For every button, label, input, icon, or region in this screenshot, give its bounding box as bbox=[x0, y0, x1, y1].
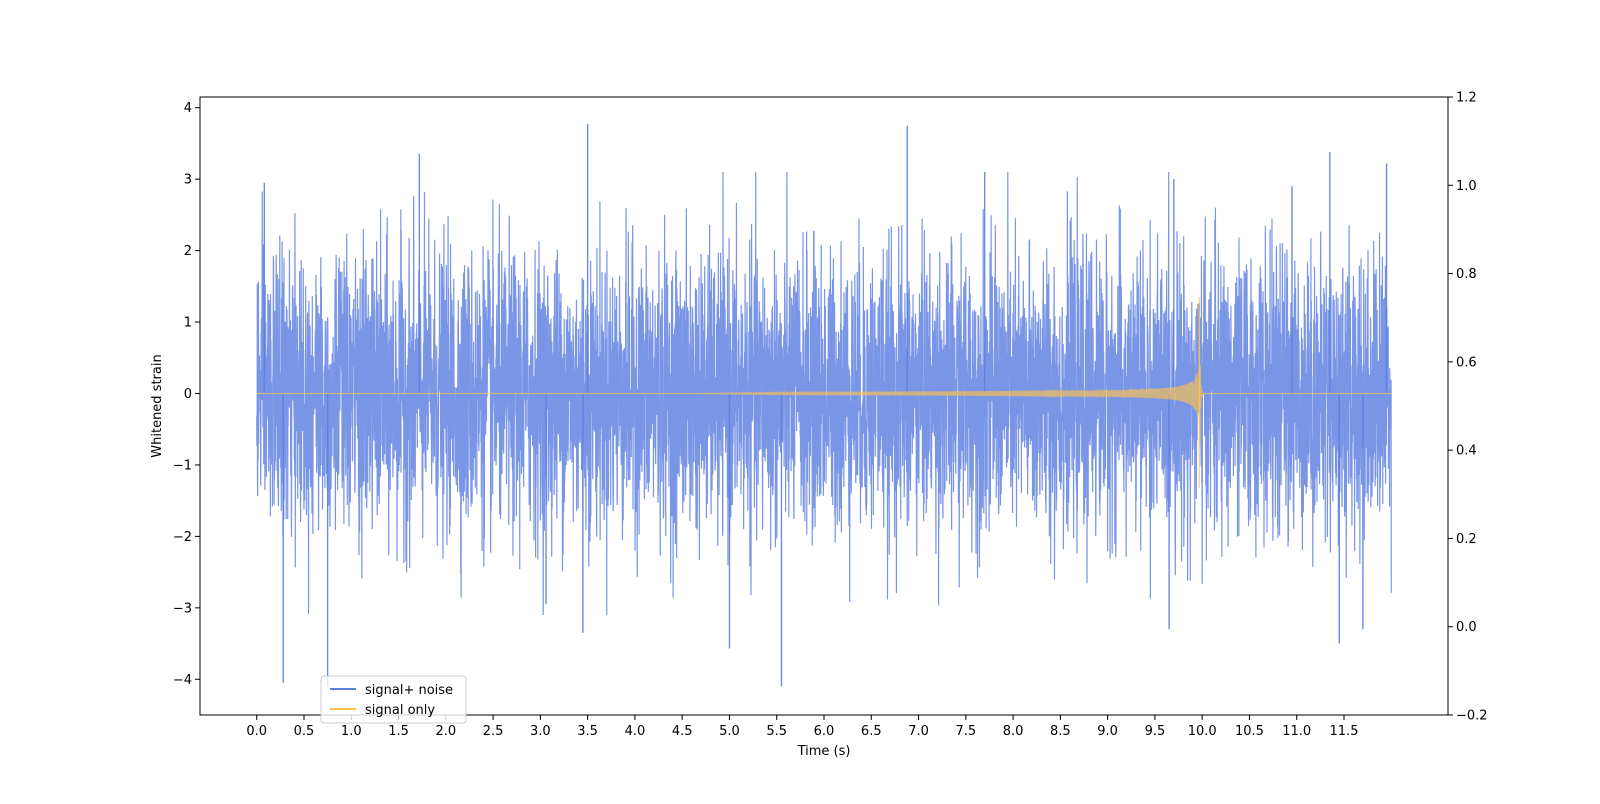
y2-tick-label: 0.6 bbox=[1456, 355, 1477, 370]
series-signal-only bbox=[256, 297, 1392, 488]
x-tick-label: 9.5 bbox=[1145, 724, 1166, 739]
legend-label-signal-noise: signal+ noise bbox=[365, 683, 453, 698]
y2-tick-label: 0.4 bbox=[1456, 444, 1477, 459]
y2-tick-label: 0.0 bbox=[1456, 620, 1477, 635]
x-tick-label: 6.0 bbox=[814, 724, 835, 739]
x-tick-label: 3.5 bbox=[577, 724, 598, 739]
series-line-signal-noise bbox=[256, 172, 1392, 615]
x-tick-label: 11.5 bbox=[1330, 724, 1359, 739]
y-tick-label: 0 bbox=[184, 387, 192, 402]
y-tick-label: −1 bbox=[173, 458, 192, 473]
x-tick-label: 7.5 bbox=[955, 724, 976, 739]
y-tick-label: 4 bbox=[184, 101, 192, 116]
y2-tick-label: 0.2 bbox=[1456, 532, 1477, 547]
y-tick-label: −4 bbox=[173, 673, 192, 688]
y-axis-right: −0.2 0.0 0.2 0.4 0.6 0.8 1.0 1.2 bbox=[1448, 91, 1488, 724]
x-axis: 0.0 0.5 1.0 1.5 2.0 2.5 3.0 3.5 4.0 4.5 5.0 5.5 6.0 6… bbox=[246, 715, 1358, 739]
x-tick-label: 3.0 bbox=[530, 724, 551, 739]
x-tick-label: 7.0 bbox=[908, 724, 929, 739]
x-tick-label: 2.0 bbox=[435, 724, 456, 739]
legend: signal+ noise signal only bbox=[320, 675, 467, 724]
y-axis-left: −4 −3 −2 −1 0 1 2 3 4 bbox=[173, 101, 200, 688]
x-tick-label: 9.0 bbox=[1097, 724, 1118, 739]
y-tick-label: 3 bbox=[184, 173, 192, 188]
x-tick-label: 1.5 bbox=[388, 724, 409, 739]
legend-box bbox=[320, 675, 467, 724]
y2-tick-label: 0.8 bbox=[1456, 267, 1477, 282]
y-axis-label: Whitened strain bbox=[150, 354, 165, 457]
x-tick-label: 5.0 bbox=[719, 724, 740, 739]
y2-tick-label: 1.0 bbox=[1456, 179, 1477, 194]
x-tick-label: 6.5 bbox=[861, 724, 882, 739]
x-tick-label: 8.5 bbox=[1050, 724, 1071, 739]
x-tick-label: 5.5 bbox=[766, 724, 787, 739]
series-line-signal-only bbox=[256, 311, 1392, 446]
x-tick-label: 10.5 bbox=[1235, 724, 1264, 739]
x-tick-label: 8.0 bbox=[1003, 724, 1024, 739]
x-tick-label: 4.5 bbox=[672, 724, 693, 739]
y2-tick-label: −0.2 bbox=[1456, 709, 1488, 724]
y-tick-label: 2 bbox=[184, 244, 192, 259]
x-tick-label: 10.0 bbox=[1188, 724, 1217, 739]
y-tick-label: 1 bbox=[184, 316, 192, 331]
x-tick-label: 2.5 bbox=[483, 724, 504, 739]
y-tick-label: −2 bbox=[173, 530, 192, 545]
x-tick-label: 4.0 bbox=[625, 724, 646, 739]
y-tick-label: −3 bbox=[173, 601, 192, 616]
x-tick-label: 0.0 bbox=[246, 724, 267, 739]
y2-tick-label: 1.2 bbox=[1456, 91, 1477, 106]
x-tick-label: 1.0 bbox=[341, 724, 362, 739]
x-tick-label: 0.5 bbox=[294, 724, 315, 739]
x-tick-label: 11.0 bbox=[1282, 724, 1311, 739]
legend-label-signal-only: signal only bbox=[365, 703, 435, 718]
x-axis-label: Time (s) bbox=[797, 744, 851, 759]
series-signal-noise bbox=[256, 124, 1392, 687]
